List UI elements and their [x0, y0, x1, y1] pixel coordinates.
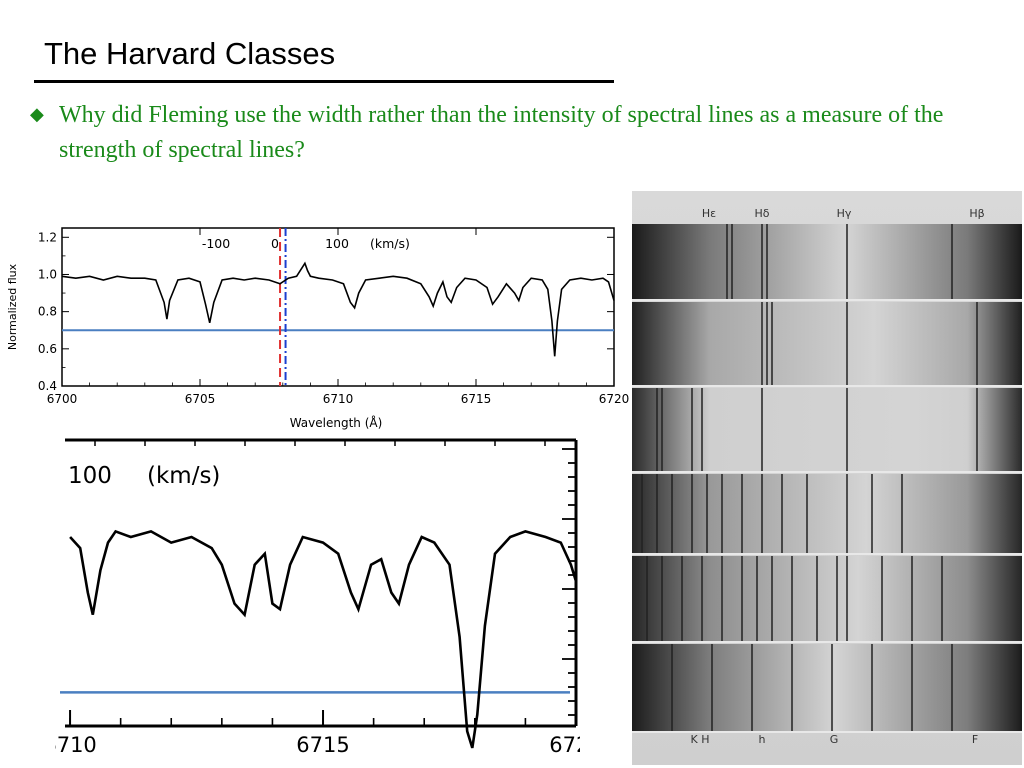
x-tick-label: 6710 — [323, 392, 354, 406]
velocity-tick-label-zoom: 100 — [68, 463, 112, 489]
plate-top-label: Hδ — [754, 207, 769, 220]
title-underline — [34, 80, 614, 83]
spectrum-strip — [632, 388, 1022, 472]
y-tick-label: 1.0 — [38, 267, 57, 281]
x-tick-label-zoom: 6710 — [55, 733, 97, 757]
flux-series-line-zoom — [69, 529, 578, 749]
bullet-question: Why did Fleming use the width rather tha… — [59, 102, 944, 163]
x-tick-label-zoom: 6720 — [549, 733, 580, 757]
spectrum-strip — [632, 474, 1022, 554]
top-axis-unit-zoom: (km/s) — [147, 463, 220, 489]
spectrum-strip — [632, 556, 1022, 642]
slide-title: The Harvard Classes — [44, 36, 336, 71]
y-tick-label: 0.4 — [38, 379, 57, 393]
plate-top-label: Hγ — [837, 207, 852, 220]
y-tick-label: 0.8 — [38, 305, 57, 319]
velocity-tick-label: 100 — [325, 236, 349, 251]
plate-bottom-label: F — [972, 733, 978, 746]
y-axis-label: Normalized flux — [6, 263, 19, 350]
plate-bottom-label: K H — [691, 733, 710, 746]
x-tick-label: 6700 — [47, 392, 78, 406]
plot-frame — [61, 227, 615, 387]
spectrum-strip — [632, 644, 1022, 732]
velocity-tick-label: -100 — [202, 236, 230, 251]
x-tick-label-zoom: 6715 — [296, 733, 349, 757]
x-axis-label: Wavelength (Å) — [290, 415, 383, 430]
y-tick-label: 1.2 — [38, 230, 57, 244]
plate-top-label: Hε — [702, 207, 716, 220]
velocity-tick-label: 0 — [271, 236, 279, 251]
spectrum-strip — [632, 224, 1022, 300]
plate-bottom-label: G — [830, 733, 839, 746]
plate-top-label: Hβ — [969, 207, 984, 220]
x-tick-label: 6705 — [185, 392, 216, 406]
top-axis-unit: (km/s) — [370, 236, 410, 251]
x-tick-label: 6720 — [599, 392, 630, 406]
spectrum-chart-zoom: 6710 6715 6720 100 (km/s) — [55, 438, 580, 757]
spectral-plate-photo: Hε Hδ Hγ Hβ K H h G F — [632, 191, 1022, 765]
y-tick-label: 0.6 — [38, 342, 57, 356]
spectrum-strip — [632, 302, 1022, 386]
flux-series-line — [61, 261, 615, 357]
x-tick-label: 6715 — [461, 392, 492, 406]
diamond-bullet-icon: ◆ — [30, 104, 44, 125]
plate-bottom-label: h — [759, 733, 766, 746]
spectrum-chart-top: 6700 6705 6710 6715 6720 0.4 0.6 0.8 1.0 1.2 -100 0… — [6, 227, 630, 430]
